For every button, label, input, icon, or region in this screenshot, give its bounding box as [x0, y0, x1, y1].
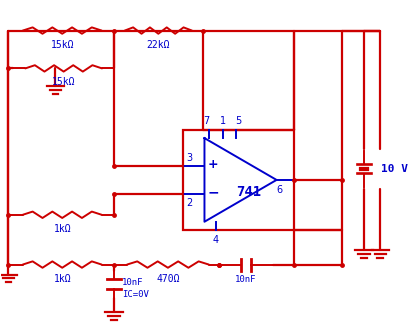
- Text: 15kΩ: 15kΩ: [50, 40, 74, 50]
- Text: 470Ω: 470Ω: [156, 273, 180, 284]
- Text: 4: 4: [213, 235, 219, 245]
- Text: 10nF: 10nF: [235, 274, 257, 284]
- Text: 15kΩ: 15kΩ: [52, 77, 75, 87]
- Bar: [183, 130, 294, 230]
- Text: 1kΩ: 1kΩ: [54, 273, 71, 284]
- Text: 22kΩ: 22kΩ: [147, 40, 170, 50]
- Text: 5: 5: [235, 116, 241, 126]
- Text: +: +: [208, 158, 218, 171]
- Text: 1: 1: [220, 116, 226, 126]
- Text: 1kΩ: 1kΩ: [54, 224, 71, 234]
- Text: 10 V: 10 V: [382, 164, 408, 174]
- Text: IC=0V: IC=0V: [122, 290, 149, 299]
- Text: −: −: [207, 186, 219, 200]
- Text: 2: 2: [186, 198, 192, 208]
- Text: 3: 3: [186, 153, 192, 163]
- Text: 7: 7: [203, 116, 210, 126]
- Text: 6: 6: [276, 185, 283, 195]
- Text: 10nF: 10nF: [122, 278, 143, 287]
- Text: 741: 741: [236, 185, 261, 199]
